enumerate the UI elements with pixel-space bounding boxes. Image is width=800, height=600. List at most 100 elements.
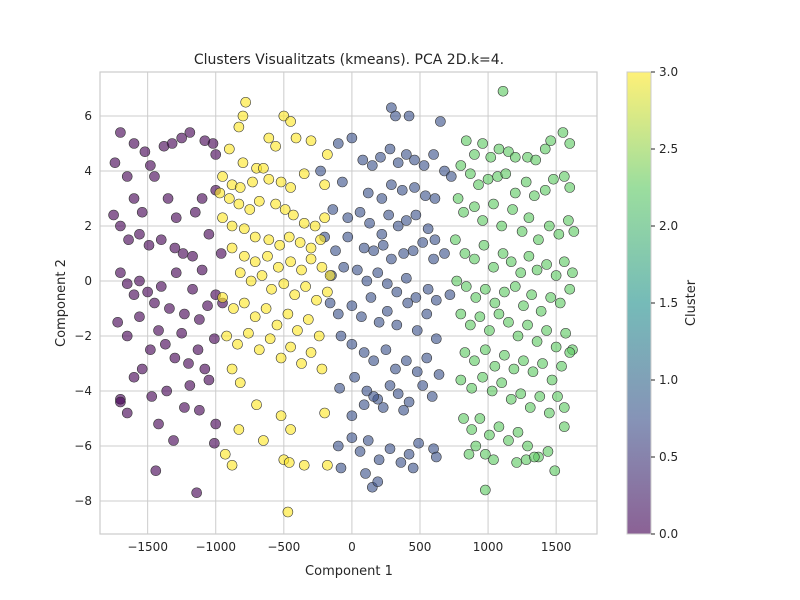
data-point-cluster-0 <box>183 358 194 369</box>
data-point-cluster-0 <box>155 281 167 292</box>
data-point-cluster-1 <box>417 237 429 248</box>
data-point-cluster-2 <box>470 292 482 303</box>
data-point-cluster-0 <box>187 283 198 295</box>
data-point-cluster-3 <box>239 250 250 262</box>
y-tick-label: 6 <box>84 109 92 123</box>
data-point-cluster-2 <box>512 330 524 342</box>
data-point-cluster-2 <box>510 187 521 199</box>
colorbar-label: Cluster <box>684 279 699 326</box>
data-point-cluster-3 <box>262 250 273 262</box>
data-point-cluster-3 <box>289 289 301 301</box>
data-point-cluster-2 <box>480 448 491 460</box>
data-point-cluster-3 <box>298 217 310 229</box>
data-point-cluster-3 <box>275 176 287 188</box>
data-point-cluster-0 <box>150 465 162 477</box>
data-point-cluster-3 <box>274 239 286 251</box>
data-point-cluster-2 <box>537 358 548 369</box>
data-point-cluster-1 <box>392 388 404 400</box>
data-point-cluster-2 <box>466 424 478 435</box>
data-point-cluster-2 <box>526 289 537 301</box>
data-point-cluster-2 <box>559 171 570 182</box>
data-point-cluster-3 <box>263 132 275 144</box>
data-point-cluster-3 <box>275 410 287 422</box>
data-point-cluster-3 <box>282 506 294 518</box>
data-point-cluster-2 <box>478 239 490 251</box>
data-point-cluster-2 <box>489 297 501 309</box>
data-point-cluster-3 <box>298 168 310 180</box>
data-point-cluster-0 <box>109 157 121 169</box>
data-point-cluster-2 <box>512 426 524 438</box>
data-point-cluster-2 <box>559 421 570 433</box>
data-point-cluster-2 <box>469 149 480 160</box>
data-point-cluster-1 <box>429 234 441 246</box>
data-point-cluster-2 <box>488 198 499 210</box>
data-point-cluster-1 <box>401 215 412 226</box>
data-point-cluster-1 <box>421 308 433 320</box>
data-point-cluster-0 <box>177 248 189 259</box>
data-point-cluster-1 <box>360 468 371 479</box>
data-point-cluster-2 <box>518 300 529 312</box>
points-layer <box>108 85 580 518</box>
data-point-cluster-3 <box>245 275 257 287</box>
data-point-cluster-3 <box>226 363 238 375</box>
data-point-cluster-3 <box>251 399 262 411</box>
data-point-cluster-3 <box>285 182 296 193</box>
data-point-cluster-1 <box>392 157 404 169</box>
data-point-cluster-0 <box>210 418 222 430</box>
data-point-cluster-3 <box>309 220 321 232</box>
data-point-cluster-2 <box>455 308 467 320</box>
data-point-cluster-0 <box>215 248 227 259</box>
y-axis-label: Component 2 <box>54 259 69 347</box>
data-point-cluster-1 <box>391 319 403 331</box>
data-point-cluster-2 <box>541 325 552 336</box>
data-point-cluster-2 <box>529 190 540 202</box>
data-point-cluster-3 <box>217 292 228 303</box>
chart-title: Clusters Visualitzats (kmeans). PCA 2D.k… <box>194 52 504 68</box>
data-point-cluster-3 <box>234 182 246 193</box>
data-point-cluster-2 <box>451 275 463 287</box>
data-point-cluster-1 <box>401 355 412 367</box>
data-point-cluster-1 <box>368 355 379 367</box>
data-point-cluster-0 <box>168 435 179 446</box>
data-point-cluster-2 <box>563 215 574 226</box>
data-point-cluster-2 <box>458 413 469 424</box>
data-point-cluster-3 <box>305 242 317 254</box>
data-point-cluster-2 <box>499 349 510 361</box>
data-point-cluster-3 <box>256 270 268 281</box>
data-point-cluster-2 <box>510 151 521 163</box>
data-point-cluster-0 <box>142 286 153 298</box>
data-point-cluster-0 <box>170 267 182 279</box>
data-point-cluster-3 <box>263 234 275 246</box>
colorbar-ticks: 0.0 0.5 1.0 1.5 2.0 2.5 3.0 <box>651 65 678 541</box>
data-point-cluster-2 <box>505 256 517 268</box>
colorbar-tick-label: 0.5 <box>659 450 678 464</box>
data-point-cluster-1 <box>420 190 431 202</box>
data-point-cluster-1 <box>376 228 388 240</box>
data-point-cluster-1 <box>418 160 430 171</box>
data-point-cluster-3 <box>311 294 322 306</box>
data-point-cluster-0 <box>155 234 167 246</box>
data-point-cluster-1 <box>398 404 409 416</box>
data-point-cluster-0 <box>199 363 211 375</box>
data-point-cluster-0 <box>191 487 202 499</box>
data-point-cluster-3 <box>316 261 328 273</box>
data-point-cluster-0 <box>143 239 155 251</box>
data-point-cluster-1 <box>421 352 433 364</box>
data-point-cluster-3 <box>237 110 249 122</box>
data-point-cluster-3 <box>264 333 276 345</box>
data-point-cluster-3 <box>305 135 317 147</box>
data-point-cluster-2 <box>535 305 547 317</box>
data-point-cluster-1 <box>431 333 442 345</box>
data-point-cluster-1 <box>431 294 442 306</box>
data-point-cluster-2 <box>518 355 529 367</box>
data-point-cluster-3 <box>313 330 325 342</box>
y-tick-label: −6 <box>74 439 92 453</box>
data-point-cluster-2 <box>520 176 532 188</box>
data-point-cluster-0 <box>196 193 208 204</box>
data-point-cluster-0 <box>164 303 175 314</box>
colorbar-tick-label: 1.0 <box>659 373 678 387</box>
data-point-cluster-3 <box>258 435 269 446</box>
data-point-cluster-0 <box>128 193 140 204</box>
data-point-cluster-2 <box>560 327 571 339</box>
